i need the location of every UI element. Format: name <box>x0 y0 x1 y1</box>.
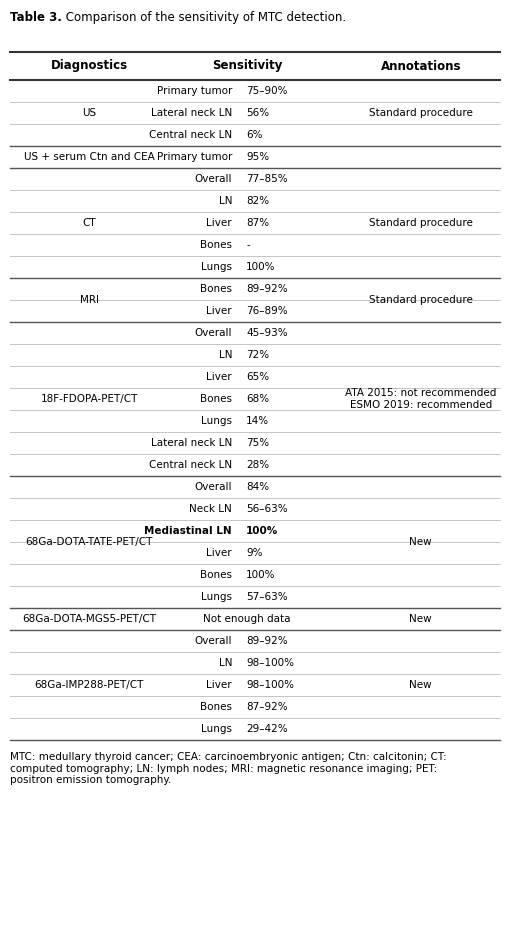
Text: Primary tumor: Primary tumor <box>156 152 232 162</box>
Text: 57–63%: 57–63% <box>246 592 287 602</box>
Text: New: New <box>409 537 431 547</box>
Text: 100%: 100% <box>246 262 275 272</box>
Text: Overall: Overall <box>194 482 232 492</box>
Text: 89–92%: 89–92% <box>246 636 287 646</box>
Text: LN: LN <box>218 350 232 360</box>
Text: Primary tumor: Primary tumor <box>156 86 232 96</box>
Text: 28%: 28% <box>246 460 269 470</box>
Text: Liver: Liver <box>206 548 232 558</box>
Text: Standard procedure: Standard procedure <box>368 108 472 118</box>
Text: 18F-FDOPA-PET/CT: 18F-FDOPA-PET/CT <box>41 394 137 404</box>
Text: Lungs: Lungs <box>201 262 232 272</box>
Text: Neck LN: Neck LN <box>189 504 232 514</box>
Text: Overall: Overall <box>194 328 232 338</box>
Text: 9%: 9% <box>246 548 262 558</box>
Text: 98–100%: 98–100% <box>246 680 294 690</box>
Text: 6%: 6% <box>246 130 262 140</box>
Text: Lateral neck LN: Lateral neck LN <box>151 108 232 118</box>
Text: 100%: 100% <box>246 570 275 580</box>
Text: LN: LN <box>218 196 232 206</box>
Text: MTC: medullary thyroid cancer; CEA: carcinoembryonic antigen; Ctn: calcitonin; C: MTC: medullary thyroid cancer; CEA: carc… <box>10 752 446 785</box>
Text: Standard procedure: Standard procedure <box>368 218 472 228</box>
Text: Lungs: Lungs <box>201 416 232 426</box>
Text: 68Ga-DOTA-TATE-PET/CT: 68Ga-DOTA-TATE-PET/CT <box>25 537 153 547</box>
Text: Lateral neck LN: Lateral neck LN <box>151 438 232 448</box>
Text: Bones: Bones <box>200 284 232 294</box>
Text: 87%: 87% <box>246 218 269 228</box>
Text: Annotations: Annotations <box>380 60 460 73</box>
Text: 56%: 56% <box>246 108 269 118</box>
Text: 95%: 95% <box>246 152 269 162</box>
Text: 84%: 84% <box>246 482 269 492</box>
Text: 76–89%: 76–89% <box>246 306 287 316</box>
Text: Sensitivity: Sensitivity <box>212 60 282 73</box>
Text: Bones: Bones <box>200 570 232 580</box>
Text: Not enough data: Not enough data <box>203 614 290 624</box>
Text: 87–92%: 87–92% <box>246 702 287 712</box>
Text: -: - <box>246 240 249 250</box>
Text: 75%: 75% <box>246 438 269 448</box>
Text: CT: CT <box>82 218 96 228</box>
Text: Central neck LN: Central neck LN <box>149 460 232 470</box>
Text: US + serum Ctn and CEA: US + serum Ctn and CEA <box>24 152 154 162</box>
Text: Liver: Liver <box>206 680 232 690</box>
Text: 98–100%: 98–100% <box>246 658 294 668</box>
Text: Mediastinal LN: Mediastinal LN <box>144 526 232 536</box>
Text: Standard procedure: Standard procedure <box>368 295 472 305</box>
Text: 77–85%: 77–85% <box>246 174 287 184</box>
Text: ATA 2015: not recommended
ESMO 2019: recommended: ATA 2015: not recommended ESMO 2019: rec… <box>345 388 495 410</box>
Text: 68Ga-IMP288-PET/CT: 68Ga-IMP288-PET/CT <box>35 680 144 690</box>
Text: 68Ga-DOTA-MGS5-PET/CT: 68Ga-DOTA-MGS5-PET/CT <box>22 614 156 624</box>
Text: LN: LN <box>218 658 232 668</box>
Text: 45–93%: 45–93% <box>246 328 287 338</box>
Text: Central neck LN: Central neck LN <box>149 130 232 140</box>
Text: Liver: Liver <box>206 372 232 382</box>
Text: Overall: Overall <box>194 636 232 646</box>
Text: Bones: Bones <box>200 702 232 712</box>
Text: Table 3.: Table 3. <box>10 11 62 24</box>
Text: 89–92%: 89–92% <box>246 284 287 294</box>
Text: 100%: 100% <box>246 526 278 536</box>
Text: 82%: 82% <box>246 196 269 206</box>
Text: US: US <box>82 108 96 118</box>
Text: Liver: Liver <box>206 306 232 316</box>
Text: 68%: 68% <box>246 394 269 404</box>
Text: 65%: 65% <box>246 372 269 382</box>
Text: 29–42%: 29–42% <box>246 724 287 734</box>
Text: Comparison of the sensitivity of MTC detection.: Comparison of the sensitivity of MTC det… <box>62 11 346 24</box>
Text: 14%: 14% <box>246 416 269 426</box>
Text: Liver: Liver <box>206 218 232 228</box>
Text: Lungs: Lungs <box>201 592 232 602</box>
Text: 75–90%: 75–90% <box>246 86 287 96</box>
Text: Bones: Bones <box>200 394 232 404</box>
Text: Bones: Bones <box>200 240 232 250</box>
Text: Diagnostics: Diagnostics <box>50 60 128 73</box>
Text: Overall: Overall <box>194 174 232 184</box>
Text: 72%: 72% <box>246 350 269 360</box>
Text: 56–63%: 56–63% <box>246 504 287 514</box>
Text: New: New <box>409 614 431 624</box>
Text: New: New <box>409 680 431 690</box>
Text: Lungs: Lungs <box>201 724 232 734</box>
Text: MRI: MRI <box>79 295 99 305</box>
